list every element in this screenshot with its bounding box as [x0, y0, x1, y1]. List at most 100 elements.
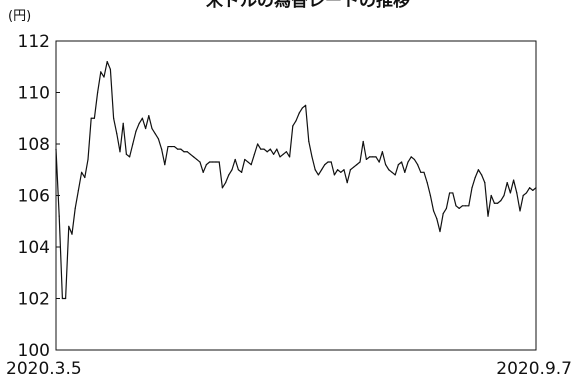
- data-point: [394, 174, 396, 176]
- data-point: [93, 117, 95, 119]
- data-point: [378, 161, 380, 163]
- data-point: [503, 194, 505, 197]
- data-point: [279, 156, 281, 158]
- data-point: [119, 151, 121, 153]
- data-point: [58, 215, 60, 217]
- data-point: [173, 145, 175, 148]
- plot-area-frame: [55, 40, 537, 351]
- data-point: [241, 171, 243, 173]
- data-point: [244, 158, 246, 161]
- data-point: [509, 192, 511, 194]
- data-point: [324, 164, 326, 166]
- x-end-label: 2020.9.7: [496, 359, 572, 378]
- data-point: [455, 205, 457, 207]
- data-point: [61, 297, 64, 300]
- y-tick-label: 104: [18, 238, 50, 258]
- data-point: [519, 210, 521, 212]
- data-point: [433, 210, 435, 212]
- data-point: [289, 156, 291, 158]
- data-point: [340, 171, 342, 173]
- data-point: [68, 225, 70, 227]
- data-point: [97, 91, 99, 94]
- data-point: [87, 158, 89, 161]
- data-point: [298, 112, 300, 114]
- y-tick-label: 108: [18, 135, 50, 155]
- data-point: [337, 169, 339, 171]
- data-point: [202, 171, 204, 173]
- data-point: [266, 151, 268, 153]
- data-point: [183, 151, 185, 153]
- x-start-label: 2020.3.5: [6, 359, 82, 378]
- data-point: [493, 202, 495, 204]
- data-point: [273, 153, 275, 155]
- data-point: [135, 130, 137, 132]
- data-point: [442, 212, 444, 215]
- data-point: [170, 145, 172, 148]
- data-point: [317, 174, 319, 176]
- data-point: [237, 169, 239, 171]
- data-point: [157, 138, 159, 140]
- data-point: [359, 161, 361, 163]
- data-point: [253, 153, 255, 155]
- data-point: [516, 192, 518, 194]
- data-point: [276, 148, 278, 150]
- data-point: [314, 169, 316, 171]
- data-point: [420, 171, 422, 173]
- data-point: [167, 145, 169, 148]
- data-point: [404, 171, 406, 173]
- data-point: [228, 174, 230, 176]
- data-point: [461, 205, 463, 207]
- data-point: [407, 161, 409, 163]
- data-point: [445, 207, 447, 209]
- data-point: [308, 140, 310, 143]
- y-tick-label: 112: [18, 32, 50, 52]
- data-point: [141, 117, 143, 119]
- data-point: [343, 169, 345, 171]
- data-point: [205, 164, 207, 166]
- data-point: [327, 161, 329, 163]
- data-point: [151, 127, 153, 130]
- data-point: [487, 215, 489, 217]
- data-point: [477, 169, 479, 171]
- data-point: [481, 174, 483, 176]
- y-tick-label: 102: [18, 290, 50, 310]
- data-point: [138, 122, 140, 124]
- data-point: [122, 122, 124, 124]
- chart-title: 米ドルの為替レートの推移: [206, 0, 410, 11]
- data-point: [116, 133, 118, 135]
- data-point: [292, 125, 294, 127]
- data-point: [532, 189, 534, 191]
- data-point: [100, 71, 102, 73]
- data-point: [401, 161, 403, 163]
- data-point: [353, 166, 355, 168]
- y-axis: 100 102 104 106 108 110 112: [18, 32, 60, 361]
- data-point: [148, 115, 150, 117]
- data-point: [285, 151, 287, 153]
- data-point: [74, 207, 76, 209]
- data-point: [103, 76, 105, 78]
- data-point: [212, 161, 214, 163]
- data-point: [132, 143, 134, 145]
- y-tick-label: 110: [18, 84, 50, 104]
- data-point: [506, 182, 508, 184]
- data-point: [186, 151, 188, 153]
- y-tick-label: 106: [18, 187, 50, 207]
- y-unit-label: (円): [8, 9, 31, 24]
- data-point: [154, 133, 156, 135]
- data-point: [391, 171, 393, 173]
- data-point: [356, 164, 358, 166]
- data-point: [522, 194, 524, 197]
- data-point: [372, 156, 374, 158]
- data-point: [362, 140, 364, 143]
- data-point: [484, 182, 486, 184]
- data-point: [263, 148, 265, 150]
- data-point: [282, 153, 284, 155]
- data-point: [471, 187, 473, 189]
- data-point: [218, 161, 220, 163]
- data-point: [55, 148, 57, 150]
- data-point: [439, 230, 441, 233]
- data-point: [381, 151, 383, 153]
- data-point: [529, 187, 531, 189]
- data-point: [125, 153, 127, 155]
